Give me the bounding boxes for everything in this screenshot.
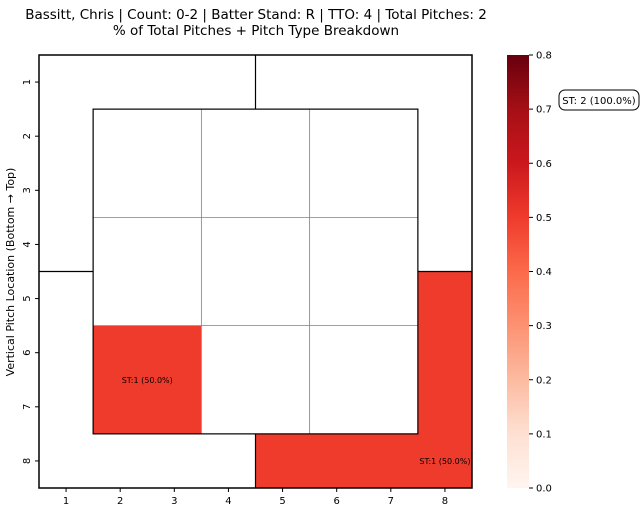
x-tick-label: 1 <box>63 496 69 507</box>
plot-frame <box>38 54 473 489</box>
y-tick-label: 2 <box>22 133 33 139</box>
colorbar-ticks: 0.0 0.1 0.2 0.3 0.4 0.5 0.6 0.7 0.8 <box>529 51 552 495</box>
y-tick-label: 1 <box>22 79 33 85</box>
x-tick-label: 6 <box>334 496 340 507</box>
y-axis-label: Vertical Pitch Location (Bottom → Top) <box>4 168 17 377</box>
y-tick-label: 7 <box>22 404 33 410</box>
colorbar-gradient <box>507 55 529 488</box>
legend-text: ST: 2 (100.0%) <box>562 96 635 107</box>
pitch-type-legend: ST: 2 (100.0%) <box>558 89 640 111</box>
chart-subtitle: % of Total Pitches + Pitch Type Breakdow… <box>113 23 399 39</box>
colorbar-tick-label: 0.4 <box>536 267 552 278</box>
cell-label: ST:1 (50.0%) <box>122 376 173 385</box>
x-tick-label: 7 <box>388 496 394 507</box>
x-axis: 1 2 3 4 5 6 7 8 <box>63 488 448 507</box>
chart-title: Bassitt, Chris | Count: 0-2 | Batter Sta… <box>25 7 487 23</box>
colorbar-tick-label: 0.6 <box>536 159 552 170</box>
legend-box <box>558 89 640 111</box>
y-tick-label: 5 <box>22 295 33 301</box>
zone-lines <box>38 54 473 489</box>
y-tick-label: 8 <box>22 458 33 464</box>
cell-labels: ST:1 (50.0%) ST:1 (50.0%) <box>122 376 471 466</box>
plot-area: ST:1 (50.0%) ST:1 (50.0%) <box>38 54 473 489</box>
colorbar-tick-label: 0.0 <box>536 484 552 495</box>
x-tick-label: 3 <box>171 496 177 507</box>
y-tick-label: 4 <box>22 241 33 247</box>
x-tick-label: 2 <box>117 496 123 507</box>
x-tick-label: 4 <box>225 496 231 507</box>
y-axis: 1 2 3 4 5 6 7 8 <box>22 79 39 464</box>
y-tick-label: 6 <box>22 350 33 356</box>
x-tick-label: 5 <box>279 496 285 507</box>
colorbar-tick-label: 0.3 <box>536 321 552 332</box>
colorbar-tick-label: 0.8 <box>536 51 552 62</box>
heatmap-cell-inner-row3-col1 <box>93 325 202 434</box>
colorbar-tick-label: 0.7 <box>536 105 552 116</box>
colorbar-tick-label: 0.2 <box>536 375 552 386</box>
colorbar-tick-label: 0.1 <box>536 429 552 440</box>
cell-label: ST:1 (50.0%) <box>419 457 470 466</box>
y-tick-label: 3 <box>22 187 33 193</box>
colorbar: 0.0 0.1 0.2 0.3 0.4 0.5 0.6 0.7 0.8 <box>507 51 552 495</box>
x-tick-label: 8 <box>442 496 448 507</box>
colorbar-tick-label: 0.5 <box>536 213 552 224</box>
